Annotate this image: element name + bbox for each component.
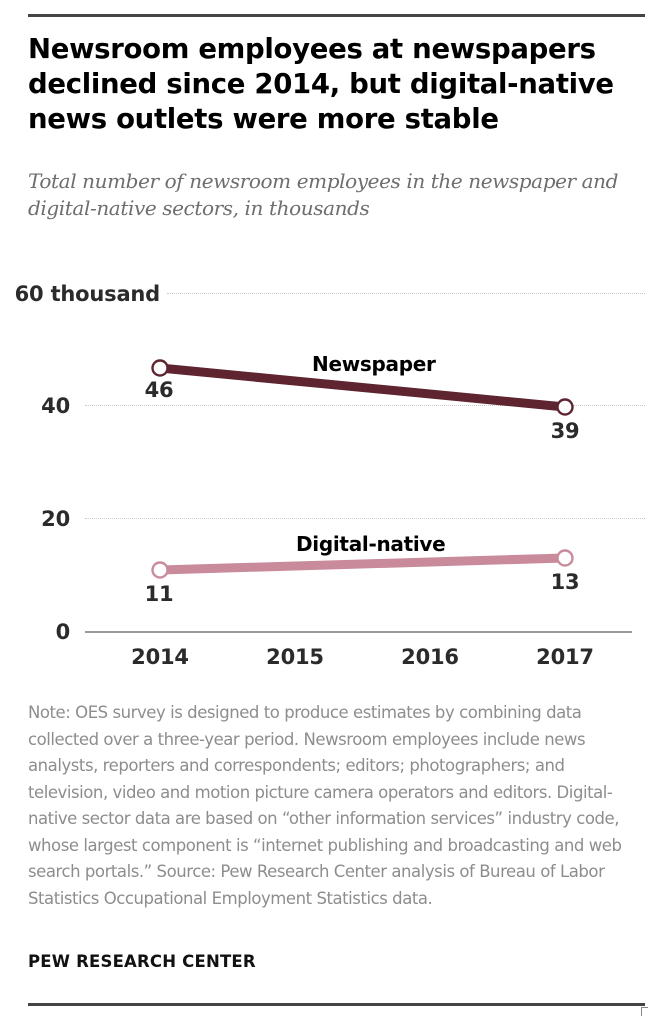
series-line-digital-native (155, 553, 570, 575)
datapoint-digital-native-2017 (556, 549, 574, 567)
series-label-digital-native: Digital-native (296, 532, 446, 556)
y-axis-tick-20: 20 (41, 507, 70, 531)
x-axis-tick-2014: 2014 (131, 645, 189, 669)
gridline-40 (85, 405, 645, 406)
series-label-newspaper: Newspaper (312, 352, 436, 376)
page-title: Newsroom employees at newspapers decline… (28, 33, 614, 135)
brand-footer: PEW RESEARCH CENTER (28, 952, 256, 971)
chart-note-and-source: Note: OES survey is designed to produce … (28, 703, 622, 908)
x-axis-tick-2015: 2015 (266, 645, 324, 669)
x-axis-baseline (85, 631, 632, 633)
datapoint-digital-native-2014 (151, 561, 169, 579)
corner-crop-mark (641, 1007, 648, 1016)
series-line-newspaper (155, 363, 570, 412)
y-axis-tick-0: 0 (55, 620, 71, 644)
datapoint-newspaper-2017 (556, 398, 574, 416)
datalabel-digital-native-2017: 13 (550, 570, 580, 594)
x-axis-tick-2017: 2017 (536, 645, 594, 669)
datalabel-digital-native-2014: 11 (144, 582, 174, 606)
datalabel-newspaper-2014: 46 (144, 378, 174, 402)
y-axis-tick-60: 60 thousand (14, 282, 161, 306)
datalabel-newspaper-2017: 39 (550, 419, 580, 443)
top-divider-rule (28, 14, 645, 17)
x-axis-tick-2016: 2016 (401, 645, 459, 669)
y-axis-tick-40: 40 (41, 394, 70, 418)
page-subtitle: Total number of newsroom employees in th… (28, 169, 619, 220)
gridline-60 (167, 293, 645, 294)
datapoint-newspaper-2014 (151, 359, 169, 377)
bottom-divider-rule (28, 1003, 645, 1006)
gridline-20 (85, 518, 645, 519)
